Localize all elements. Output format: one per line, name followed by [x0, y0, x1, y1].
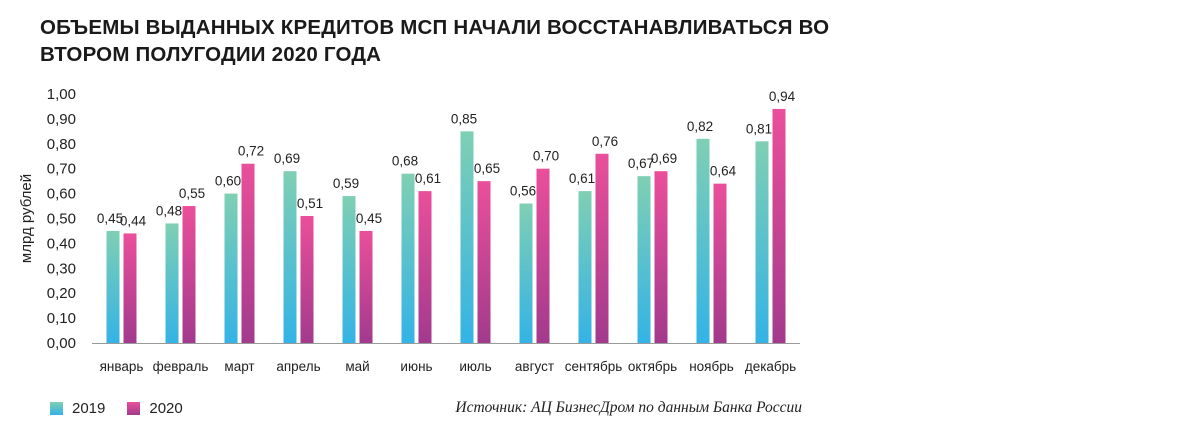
x-tick-label: октябрь [628, 359, 677, 374]
data-label-2019: 0,59 [333, 176, 359, 191]
category-group: 0,59 0,45 май [333, 176, 382, 374]
category-group: 0,82 0,64 ноябрь [687, 119, 737, 374]
legend-label-2020: 2020 [149, 400, 183, 417]
data-label-2020: 0,72 [238, 144, 264, 159]
legend-item-2020: 2020 [127, 400, 183, 417]
chart-title: ОБЪЕМЫ ВЫДАННЫХ КРЕДИТОВ МСП НАЧАЛИ ВОСС… [40, 16, 830, 66]
bar-2019 [165, 223, 179, 343]
y-tick-label: 1,00 [47, 86, 76, 103]
bar-2020 [359, 230, 373, 343]
data-label-2019: 0,85 [451, 111, 477, 126]
data-label-2020: 0,45 [356, 211, 382, 226]
data-label-2019: 0,45 [97, 211, 123, 226]
data-label-2020: 0,94 [769, 89, 796, 104]
bar-2019 [401, 173, 415, 343]
category-group: 0,69 0,51 апрель [274, 151, 323, 374]
x-tick-label: июнь [400, 359, 432, 374]
category-group: 0,68 0,61 июнь [392, 154, 441, 374]
bar-2019 [342, 196, 356, 343]
bar-2020 [241, 163, 255, 343]
data-label-2020: 0,44 [120, 213, 147, 228]
category-group: 0,670,69 октябрь [628, 151, 677, 374]
y-tick-label: 0,30 [47, 260, 76, 277]
bar-2019 [696, 138, 710, 343]
bar-2020 [772, 108, 786, 343]
bar-2020 [182, 206, 196, 343]
bar-2020 [123, 233, 137, 343]
category-group: 0,81 0,94 декабрь [745, 89, 796, 374]
y-tick-label: 0,20 [47, 285, 76, 302]
data-label-2019: 0,67 [628, 156, 654, 171]
data-label-2019: 0,68 [392, 154, 418, 169]
bar-2020 [654, 171, 668, 343]
bar-2020 [536, 168, 550, 343]
bar-2020 [300, 216, 314, 343]
x-tick-label: август [515, 359, 554, 374]
data-label-2019: 0,69 [274, 151, 300, 166]
x-tick-label: сентябрь [565, 359, 622, 374]
data-label-2019: 0,56 [510, 184, 536, 199]
data-label-2020: 0,70 [533, 149, 559, 164]
x-tick-label: февраль [153, 359, 209, 374]
bar-2019 [106, 230, 120, 343]
y-axis: 0,00 0,10 0,20 0,30 0,40 0,50 0,60 0,70 0,80 0,90… [47, 86, 76, 352]
data-label-2020: 0,55 [179, 186, 205, 201]
category-group: 0,85 0,65 июль [451, 111, 500, 374]
bar-2020 [595, 153, 609, 343]
data-label-2019: 0,81 [746, 121, 772, 136]
category-group: 0,48 0,55 февраль [153, 186, 209, 374]
x-tick-label: ноябрь [689, 359, 734, 374]
legend-item-2019: 2019 [50, 400, 105, 417]
bar-2019 [460, 131, 474, 343]
category-group: 0,450,44 январь [97, 211, 147, 374]
y-tick-label: 0,10 [47, 310, 76, 327]
x-tick-label: май [345, 359, 369, 374]
legend-label-2019: 2019 [72, 400, 106, 417]
data-label-2020: 0,76 [592, 134, 618, 149]
bar-2019 [637, 176, 651, 343]
bar-2020 [418, 191, 432, 343]
bar-2020 [477, 181, 491, 343]
y-tick-label: 0,40 [47, 235, 76, 252]
data-label-2020: 0,65 [474, 161, 500, 176]
bar-2019 [519, 203, 533, 343]
data-label-2019: 0,61 [569, 171, 595, 186]
data-label-2020: 0,64 [710, 164, 737, 179]
y-tick-label: 0,60 [47, 186, 76, 203]
y-tick-label: 0,50 [47, 211, 76, 228]
x-tick-label: декабрь [745, 359, 796, 374]
x-tick-label: июль [459, 359, 491, 374]
x-tick-label: январь [100, 359, 144, 374]
x-tick-label: апрель [276, 359, 320, 374]
y-tick-label: 0,00 [47, 335, 76, 352]
category-group: 0,60 0,72 март [215, 144, 264, 374]
y-axis-label: млрд рублей [18, 174, 35, 263]
y-tick-label: 0,70 [47, 161, 76, 178]
bar-2019 [755, 141, 769, 343]
bar-2019 [578, 191, 592, 343]
source-note: Источник: АЦ БизнесДром по данным Банка … [455, 399, 802, 416]
bars: 0,450,44январь0,480,55февраль0,600,72мар… [97, 89, 796, 374]
data-label-2019: 0,82 [687, 119, 713, 134]
data-label-2019: 0,48 [156, 203, 182, 218]
legend-swatch-2019 [50, 402, 63, 415]
data-label-2020: 0,61 [415, 171, 441, 186]
data-label-2020: 0,51 [297, 196, 323, 211]
category-group: 0,56 0,70 август [510, 149, 559, 374]
y-tick-label: 0,90 [47, 111, 76, 128]
category-group: 0,61 0,76 сентябрь [565, 134, 622, 374]
y-tick-label: 0,80 [47, 136, 76, 153]
legend: 2019 2020 [50, 400, 205, 417]
bar-2019 [283, 171, 297, 343]
x-tick-label: март [224, 359, 254, 374]
data-label-2020: 0,69 [651, 151, 677, 166]
legend-swatch-2020 [127, 402, 141, 415]
bar-2020 [713, 183, 727, 343]
bar-2019 [224, 193, 238, 343]
data-label-2019: 0,60 [215, 174, 241, 189]
